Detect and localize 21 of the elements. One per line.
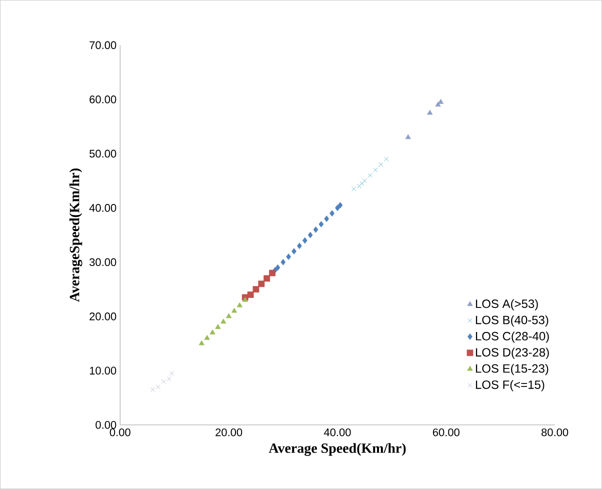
legend-label: LOS C(28-40) [476,332,549,343]
legend-label: LOS D(23-28) [476,348,549,359]
y-tick-label: 0.00 [96,420,116,429]
y-tick-label: 70.00 [90,41,116,50]
y-tick-label: 50.00 [90,150,116,158]
legend-label: LOS A(>53) [476,299,538,310]
x-tick-label: 40.00 [324,428,351,436]
y-tick-label: 20.00 [90,312,116,320]
y-tick-label: 30.00 [90,258,116,266]
y-tick-label: 40.00 [89,204,116,212]
x-tick-label: 60.00 [432,428,460,436]
y-tick-label: 60.00 [90,96,116,104]
x-tick-label: 0.00 [110,428,130,436]
legend-label: LOS B(40-53) [476,315,548,327]
y-tick-label: 10.00 [90,366,116,375]
legend-label: LOS E(15-23) [476,364,548,376]
y-axis-title: AverageSpeed(Km/hr) [69,168,82,302]
x-tick-label: 20.00 [216,428,242,436]
x-tick-label: 80.00 [542,428,568,436]
legend-label: LOS F(<=15) [476,380,544,392]
x-axis-title: Average Speed(Km/hr) [268,443,406,456]
